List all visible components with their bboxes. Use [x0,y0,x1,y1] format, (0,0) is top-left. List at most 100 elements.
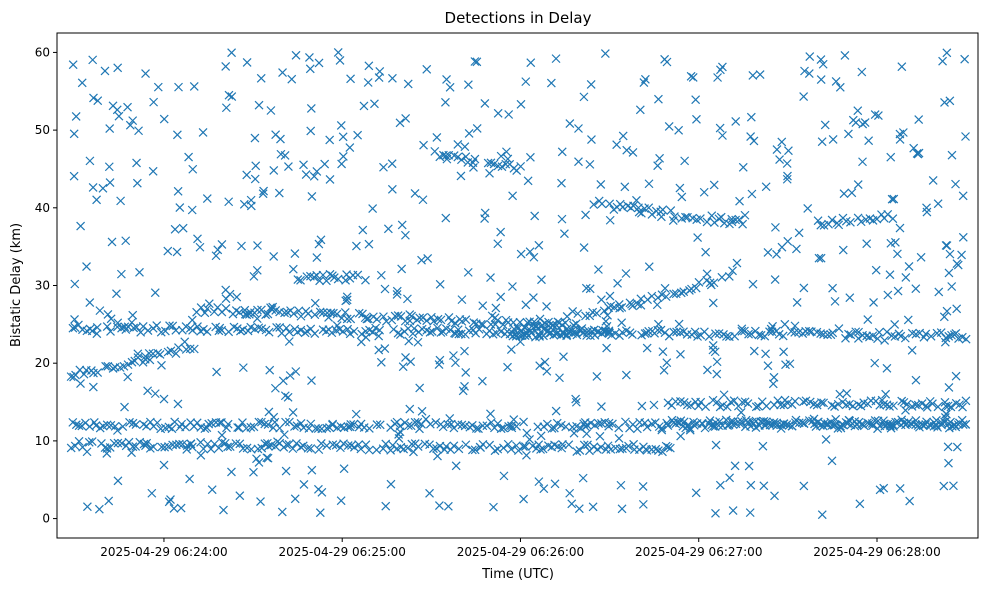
data-point [874,327,884,337]
data-point [783,171,792,181]
data-point [143,326,153,335]
data-point [296,419,306,428]
data-point [952,442,962,452]
data-point [747,189,757,199]
data-point [474,424,483,434]
data-point [605,215,615,225]
data-point [101,361,111,371]
data-point [575,445,585,455]
data-point [409,447,418,457]
data-point [496,292,506,302]
data-point [587,135,596,144]
data-point [507,423,517,433]
data-point [905,496,915,506]
data-point [246,195,256,205]
data-point [816,55,826,64]
data-point [776,424,786,433]
data-point [770,491,779,501]
data-point [443,501,453,511]
data-point [519,442,528,451]
data-point [503,439,513,449]
data-point [890,237,900,247]
data-point [418,195,428,205]
data-point [464,129,474,138]
data-point [906,419,916,428]
data-point [214,326,224,336]
data-point [370,99,379,109]
data-point [529,252,539,262]
data-point [679,287,689,297]
data-point [242,58,252,67]
data-point [560,318,570,328]
data-point [944,458,953,468]
data-point [84,437,94,447]
data-point [306,444,316,453]
data-point [949,481,958,491]
data-point [596,295,606,305]
data-point [325,175,335,184]
data-point [933,199,943,209]
data-point [580,418,590,427]
data-point [890,319,900,329]
data-point [539,422,549,432]
data-point [304,424,314,433]
data-point [804,326,814,336]
data-point [761,401,771,411]
data-point [716,212,726,222]
data-point [278,68,287,78]
data-point [189,344,199,354]
data-point [460,142,470,152]
data-point [379,312,388,322]
data-point [817,510,827,520]
data-point [402,294,412,304]
data-point [213,245,223,255]
data-point [839,189,849,199]
data-point [860,118,870,128]
data-point [288,264,298,274]
data-point [737,324,747,334]
data-point [748,71,758,80]
data-point [691,283,701,293]
data-point [662,418,672,428]
data-point [264,327,274,337]
y-axis: 0 10 20 30 40 50 60 [35,45,57,526]
data-point [657,425,667,435]
data-point [260,419,270,429]
data-point [722,332,731,341]
data-point [747,417,757,427]
data-point [519,417,529,427]
data-point [131,420,141,430]
data-point [496,327,506,336]
data-point [318,270,328,280]
data-point [343,324,353,334]
data-point [254,417,264,427]
data-point [851,327,861,337]
data-point [383,224,393,234]
data-point [176,503,186,513]
data-point [508,191,518,201]
data-point [102,420,112,430]
data-point [592,308,602,318]
data-point [393,311,403,320]
data-point [394,433,404,443]
data-point [392,290,402,299]
data-point [433,323,442,333]
data-point [69,372,78,382]
data-point [882,363,892,373]
data-point [121,236,131,246]
data-point [327,328,337,338]
data-point [653,319,663,329]
data-point [658,205,668,215]
data-point [174,82,183,92]
data-point [676,288,686,298]
data-point [372,420,382,429]
data-point [357,329,367,339]
data-point [540,357,550,367]
data-point [93,368,103,377]
data-point [335,56,345,65]
data-point [933,402,943,412]
data-point [615,303,625,313]
data-point [701,247,711,257]
data-point [252,314,262,324]
data-point [215,323,225,333]
